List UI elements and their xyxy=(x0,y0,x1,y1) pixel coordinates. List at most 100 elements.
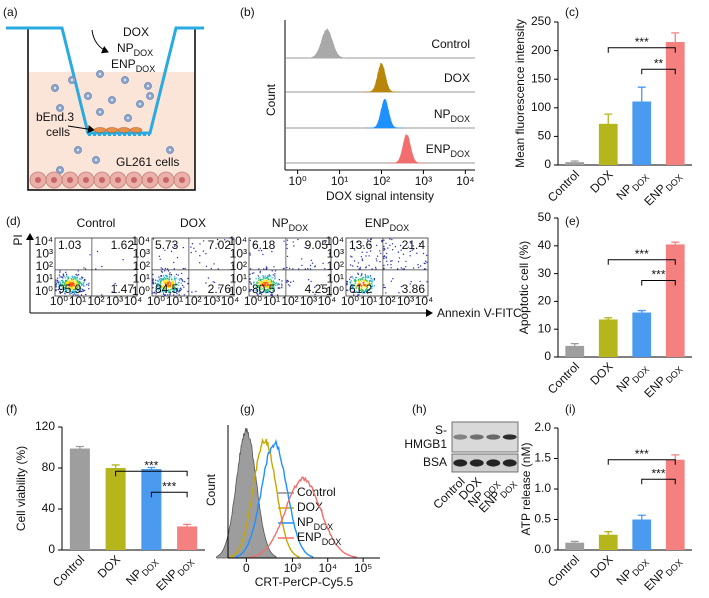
event xyxy=(115,284,118,287)
event xyxy=(165,280,167,282)
event xyxy=(286,255,289,258)
event xyxy=(371,288,373,290)
significance-label: *** xyxy=(144,458,158,472)
event xyxy=(360,256,363,258)
event xyxy=(62,281,64,283)
event xyxy=(67,277,70,280)
event xyxy=(351,256,353,258)
event xyxy=(364,292,366,294)
y-tick-label: 10¹ xyxy=(230,272,247,286)
event xyxy=(373,285,375,287)
event xyxy=(356,283,359,285)
event xyxy=(366,284,368,286)
event xyxy=(250,289,253,291)
event xyxy=(257,277,260,280)
event xyxy=(267,278,270,280)
event xyxy=(160,287,162,289)
event xyxy=(362,276,364,279)
event xyxy=(64,291,66,293)
event xyxy=(328,252,331,255)
event xyxy=(360,290,363,292)
event xyxy=(390,280,392,282)
event xyxy=(75,273,77,276)
event xyxy=(171,288,173,290)
legend-label-main: NP xyxy=(297,515,314,529)
event xyxy=(272,280,275,282)
y-tick-label: 30 xyxy=(538,266,552,280)
event xyxy=(178,284,180,287)
event xyxy=(360,280,363,282)
event xyxy=(72,288,75,291)
event xyxy=(304,268,306,270)
event xyxy=(409,283,411,285)
quadrant-value: 13.6 xyxy=(349,238,373,252)
event xyxy=(161,286,164,288)
event xyxy=(357,273,359,276)
event xyxy=(152,273,154,276)
drug-core xyxy=(110,98,114,102)
event xyxy=(62,277,64,279)
event xyxy=(361,288,363,290)
event xyxy=(165,278,167,280)
event xyxy=(361,292,364,294)
event xyxy=(69,293,71,295)
event xyxy=(66,285,69,287)
event xyxy=(257,286,260,289)
event xyxy=(163,281,166,283)
x-tick-label: 10⁰ xyxy=(341,294,359,308)
event xyxy=(354,276,357,279)
event xyxy=(369,244,371,246)
event xyxy=(258,268,260,270)
blot-band xyxy=(502,459,517,467)
event xyxy=(367,275,370,277)
event xyxy=(249,278,251,280)
event xyxy=(205,282,207,284)
event xyxy=(412,267,415,269)
event xyxy=(265,289,268,291)
significance-bracket xyxy=(607,259,676,265)
event xyxy=(76,279,78,281)
event xyxy=(369,275,372,277)
event xyxy=(82,284,84,286)
event xyxy=(154,282,156,284)
bar xyxy=(105,468,126,550)
x-tick-label: 10² xyxy=(87,294,104,308)
error-bar xyxy=(671,454,680,460)
y-tick-label: 0 xyxy=(48,542,55,556)
error-bar xyxy=(570,160,579,163)
y-tick-label: 10³ xyxy=(36,247,53,261)
event xyxy=(281,280,283,282)
event xyxy=(269,287,271,289)
event xyxy=(424,262,426,265)
error-bar xyxy=(147,466,156,470)
event xyxy=(252,290,255,292)
gl261-nucleus xyxy=(147,177,153,183)
event xyxy=(167,285,169,287)
event xyxy=(161,278,163,280)
event xyxy=(260,284,262,286)
x-tick-label-sub: DOX xyxy=(664,558,685,579)
event xyxy=(157,283,159,285)
histogram xyxy=(249,476,357,559)
legend-label: DOX xyxy=(297,500,323,514)
event xyxy=(357,272,359,274)
event xyxy=(275,284,277,287)
event xyxy=(159,258,161,260)
event xyxy=(426,254,428,257)
event xyxy=(71,278,73,280)
event xyxy=(61,284,64,286)
event xyxy=(354,249,356,251)
event xyxy=(379,250,381,252)
x-tick-label: 10³ xyxy=(415,174,432,188)
event xyxy=(310,280,312,283)
event xyxy=(255,287,257,289)
event xyxy=(73,281,75,283)
event xyxy=(180,287,182,289)
event xyxy=(349,282,351,284)
event xyxy=(169,294,171,296)
event xyxy=(309,264,312,267)
event xyxy=(217,268,219,270)
event xyxy=(59,276,61,278)
treatment: ENPDOX xyxy=(111,57,155,74)
event xyxy=(65,275,68,277)
